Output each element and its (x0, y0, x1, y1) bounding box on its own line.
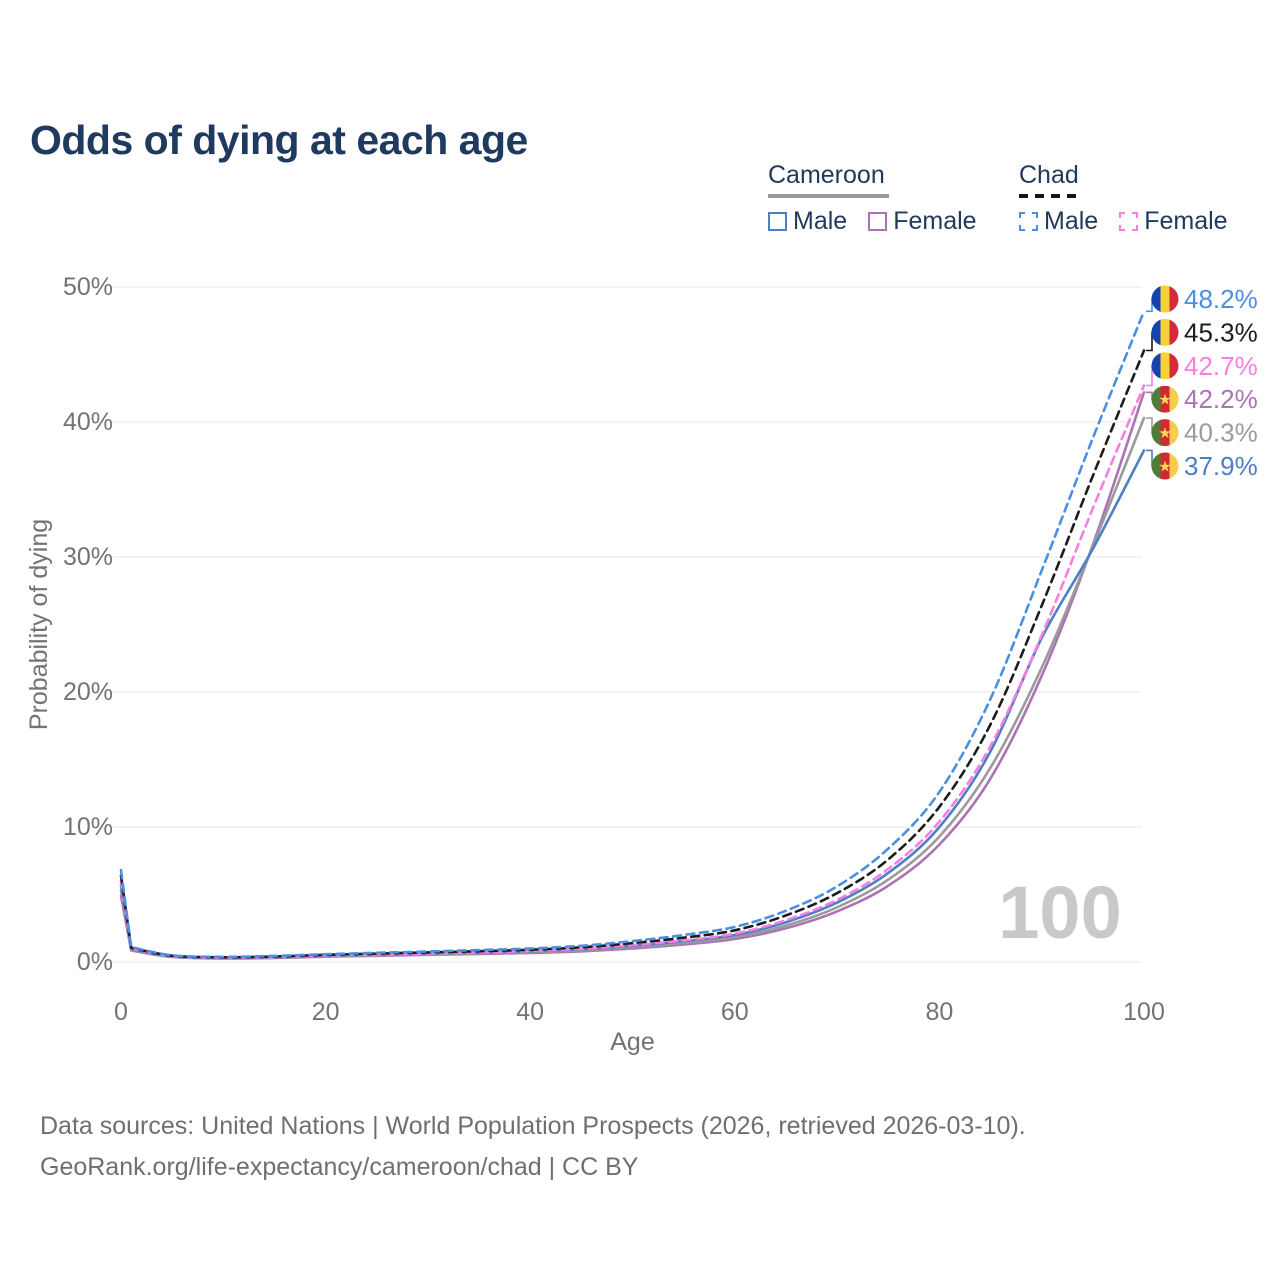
end-label-cameroon-female[interactable]: ★ 42.2% (1146, 384, 1258, 414)
cameroon-flag-icon: ★ (1151, 385, 1179, 413)
cameroon-flag-icon: ★ (1151, 419, 1179, 447)
legend-item-chad-male[interactable]: Male (1019, 207, 1098, 236)
end-label-cameroon-total[interactable]: ★ 40.3% (1146, 417, 1258, 448)
series-line-cameroon-female[interactable] (119, 391, 1146, 960)
y-tick-label: 30% (63, 543, 113, 571)
cameroon-flag-icon: ★ (1151, 452, 1179, 480)
end-label-value: 40.3% (1184, 418, 1258, 448)
series-line-chad-female[interactable] (119, 384, 1146, 960)
end-label-value: 42.2% (1184, 384, 1258, 414)
legend-group-cameroon-label: Cameroon (768, 161, 885, 189)
series-line-cameroon-total[interactable] (119, 416, 1146, 960)
legend-item-cameroon-male[interactable]: Male (768, 207, 847, 236)
source-url-text: GeoRank.org/life-expectancy/cameroon/cha… (40, 1153, 639, 1181)
end-label-value: 45.3% (1184, 317, 1258, 347)
mortality-line-chart: 0% 10% 20% 30% 40% 50% 0 20 40 60 80 100 Age Probabil… (25, 273, 1258, 1056)
y-tick-label: 20% (63, 678, 113, 706)
footer-attribution: Data sources: United Nations | World Pop… (40, 1106, 1240, 1188)
chad-flag-icon (1151, 318, 1179, 346)
legend-group-chad-label: Chad (1019, 161, 1079, 189)
legend-item-chad-male-label: Male (1044, 207, 1099, 235)
end-label-chad-male[interactable]: 48.2% (1146, 284, 1258, 314)
series-line-chad-male[interactable] (119, 310, 1146, 959)
end-label-value: 42.7% (1184, 351, 1258, 381)
legend-item-chad-female-label: Female (1144, 207, 1228, 235)
page-title: Odds of dying at each age (30, 117, 528, 164)
legend-group-cameroon[interactable]: Cameroon Male Female (768, 161, 977, 236)
legend-item-cameroon-male-label: Male (793, 207, 848, 235)
x-tick-label: 40 (516, 998, 544, 1026)
legend-group-chad[interactable]: Chad Male Female (1019, 161, 1228, 236)
x-tick-label: 0 (114, 998, 128, 1026)
y-tick-label: 0% (77, 948, 113, 976)
cameroon-female-swatch-icon (868, 212, 888, 231)
data-sources-text: Data sources: United Nations | World Pop… (40, 1112, 1026, 1140)
chad-flag-icon (1151, 285, 1179, 313)
x-tick-label: 100 (1123, 998, 1165, 1026)
chad-male-swatch-icon (1019, 212, 1038, 231)
series-line-cameroon-male[interactable] (119, 449, 1146, 960)
x-tick-label: 20 (312, 998, 340, 1026)
x-tick-label: 60 (721, 998, 749, 1026)
legend-swatch-cameroon-line (768, 194, 889, 198)
legend-item-cameroon-female-label: Female (893, 207, 977, 235)
end-label-value: 37.9% (1184, 451, 1258, 481)
y-axis-title: Probability of dying (25, 519, 53, 730)
series-line-chad-total[interactable] (119, 349, 1146, 959)
legend-item-chad-female[interactable]: Female (1119, 207, 1228, 236)
x-tick-label: 80 (925, 998, 953, 1026)
end-label-chad-female[interactable]: 42.7% (1146, 351, 1258, 387)
end-label-chad-total[interactable]: 45.3% (1146, 317, 1258, 352)
end-label-cameroon-male[interactable]: ★ 37.9% (1146, 449, 1258, 481)
age-watermark: 100 (998, 871, 1121, 954)
x-axis-title: Age (610, 1028, 654, 1056)
y-tick-label: 10% (63, 813, 113, 841)
legend-item-cameroon-female[interactable]: Female (868, 207, 977, 236)
chad-female-swatch-icon (1119, 212, 1139, 231)
svg-text:★: ★ (1158, 425, 1171, 442)
chad-flag-icon (1151, 352, 1179, 380)
svg-text:★: ★ (1158, 459, 1171, 476)
end-label-value: 48.2% (1184, 284, 1258, 314)
svg-text:★: ★ (1158, 392, 1171, 409)
cameroon-male-swatch-icon (768, 212, 787, 231)
y-tick-label: 40% (63, 408, 113, 436)
y-tick-label: 50% (63, 273, 113, 301)
legend-swatch-chad-line (1019, 194, 1081, 198)
